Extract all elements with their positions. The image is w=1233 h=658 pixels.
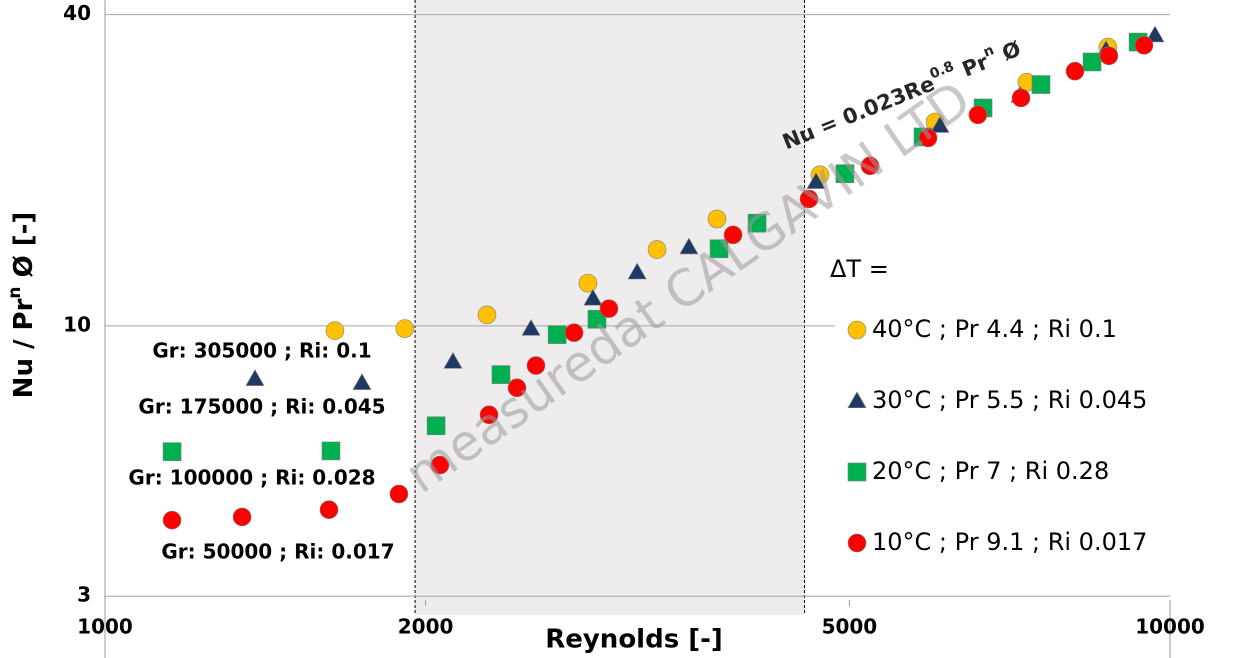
y-title-main: Nu / Pr <box>9 298 39 398</box>
point <box>507 378 527 398</box>
point <box>599 299 619 318</box>
annotation: Gr: 50000 ; Ri: 0.017 <box>161 540 394 564</box>
legend-label: 20°C ; Pr 7 ; Ri 0.28 <box>872 457 1109 485</box>
point <box>479 405 499 425</box>
point <box>1145 25 1165 43</box>
point <box>647 240 667 259</box>
point <box>1011 88 1031 108</box>
annotation: Gr: 305000 ; Ri: 0.1 <box>152 339 371 363</box>
x-axis-title: Reynolds [-] <box>545 625 723 655</box>
point <box>709 239 729 259</box>
point <box>162 510 182 530</box>
point <box>352 373 372 390</box>
annotation: Gr: 100000 ; Ri: 0.028 <box>128 466 375 490</box>
legend-label: 10°C ; Pr 9.1 ; Ri 0.017 <box>872 528 1147 556</box>
point <box>319 500 339 520</box>
y-axis-title: Nu / Prn Ø [-] <box>5 212 39 399</box>
point <box>806 172 826 189</box>
legend-title: ΔT = <box>830 255 889 283</box>
point <box>491 365 511 384</box>
point <box>583 288 603 306</box>
point <box>1082 52 1102 72</box>
point <box>918 128 938 148</box>
y-title-end: Ø [-] <box>9 212 39 287</box>
point <box>1134 35 1154 55</box>
eq-end: Ø <box>992 37 1024 69</box>
x-tick-label: 10000 <box>1135 615 1205 639</box>
x-tick-label: 1000 <box>77 615 133 639</box>
y-tick-label: 3 <box>77 583 91 607</box>
point <box>443 352 463 369</box>
y-tick-label: 10 <box>63 312 91 336</box>
y-tick-label: 40 <box>63 1 91 25</box>
point <box>578 273 598 293</box>
legend-box <box>835 296 1233 580</box>
point <box>968 105 988 125</box>
annotation: Gr: 175000 ; Ri: 0.045 <box>138 395 385 419</box>
point <box>835 164 855 183</box>
point <box>325 321 345 340</box>
point <box>860 156 880 176</box>
point <box>477 305 497 325</box>
y-title-sup: n <box>5 286 25 298</box>
point <box>395 319 415 338</box>
point <box>521 319 541 336</box>
point <box>389 484 409 504</box>
background: 3 10 40 1000 2000 5000 10000 <box>63 0 1205 658</box>
point <box>245 369 265 386</box>
point <box>321 441 341 461</box>
point <box>799 189 819 209</box>
point <box>707 209 727 229</box>
point <box>679 237 699 255</box>
legend-marker <box>847 391 867 409</box>
legend-label: 30°C ; Pr 5.5 ; Ri 0.045 <box>872 386 1147 414</box>
point <box>162 442 182 462</box>
point <box>723 225 743 245</box>
point <box>930 116 950 133</box>
point <box>747 213 767 233</box>
point <box>1031 75 1051 94</box>
x-tick-label: 5000 <box>822 615 878 639</box>
point <box>627 262 647 280</box>
legend-marker <box>847 533 867 553</box>
point <box>526 356 546 375</box>
point <box>232 507 252 527</box>
x-tick-label: 2000 <box>398 615 454 639</box>
legend-marker <box>847 320 867 340</box>
point <box>564 323 584 343</box>
legend-marker <box>847 462 867 482</box>
legend-label: 40°C ; Pr 4.4 ; Ri 0.1 <box>872 315 1117 343</box>
point <box>1065 61 1085 81</box>
point <box>426 416 446 436</box>
plot-area <box>162 25 1165 530</box>
point <box>1099 46 1119 66</box>
point <box>587 309 607 329</box>
point <box>430 455 450 475</box>
